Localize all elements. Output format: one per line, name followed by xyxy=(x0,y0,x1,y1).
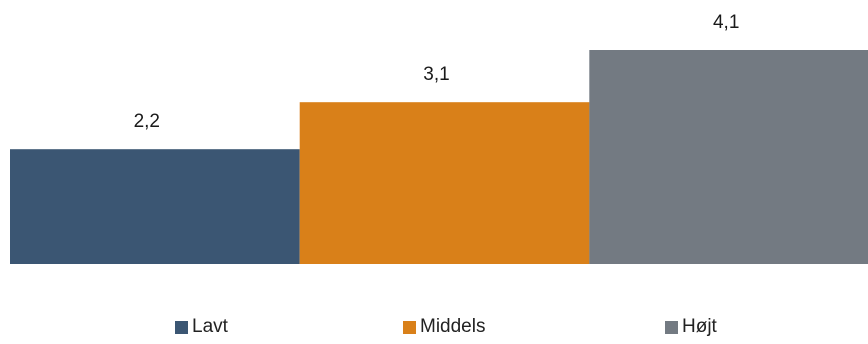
legend-label-hojt: Højt xyxy=(682,316,717,337)
data-label-lavt: 2,2 xyxy=(134,111,160,132)
data-label-hojt: 4,1 xyxy=(713,12,739,33)
bar-hojt xyxy=(589,50,868,264)
legend: Lavt Middels Højt xyxy=(0,316,868,344)
legend-swatch-lavt xyxy=(175,320,188,334)
data-label-middels: 3,1 xyxy=(423,64,449,85)
legend-swatch-middels xyxy=(403,320,416,334)
legend-swatch-hojt xyxy=(665,320,678,334)
legend-item-middels: Middels xyxy=(403,316,485,338)
bars-group xyxy=(10,50,868,264)
legend-item-hojt: Højt xyxy=(665,316,717,338)
legend-label-middels: Middels xyxy=(420,316,486,337)
legend-label-lavt: Lavt xyxy=(192,316,228,337)
bar-middels xyxy=(299,102,590,264)
legend-item-lavt: Lavt xyxy=(175,316,228,338)
data-labels-group: 2,2 3,1 4,1 xyxy=(134,12,740,132)
bar-lavt xyxy=(10,149,300,264)
